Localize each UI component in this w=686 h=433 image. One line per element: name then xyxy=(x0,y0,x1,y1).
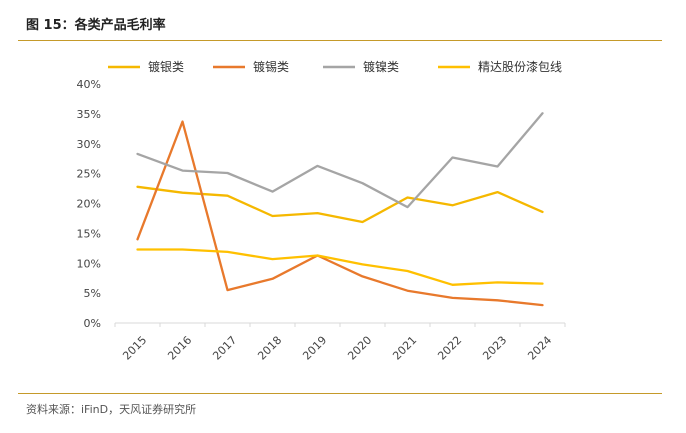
x-tick-label: 2023 xyxy=(480,334,509,363)
y-tick-label: 0% xyxy=(84,317,101,330)
x-tick-label: 2019 xyxy=(300,334,329,363)
legend-label: 镀银类 xyxy=(148,60,184,74)
y-tick-label: 5% xyxy=(84,287,101,300)
x-tick-label: 2022 xyxy=(435,334,464,363)
x-tick-label: 2021 xyxy=(390,334,419,363)
top-rule xyxy=(18,40,662,41)
y-tick-label: 10% xyxy=(77,257,101,270)
x-tick-label: 2024 xyxy=(525,334,554,363)
x-tick-label: 2017 xyxy=(210,334,239,363)
figure-source: 资料来源：iFinD，天风证券研究所 xyxy=(26,403,197,416)
series-line-2 xyxy=(136,112,544,209)
y-tick-label: 30% xyxy=(77,138,101,151)
y-tick-label: 40% xyxy=(77,78,101,91)
legend-label: 精达股份漆包线 xyxy=(478,60,562,74)
y-tick-label: 15% xyxy=(77,227,101,240)
series-line-1 xyxy=(136,120,544,307)
x-tick-label: 2020 xyxy=(345,334,374,363)
series-line-0 xyxy=(136,185,544,224)
y-tick-label: 25% xyxy=(77,168,101,181)
y-tick-label: 35% xyxy=(77,108,101,121)
legend-label: 镀锡类 xyxy=(253,59,289,74)
bottom-rule xyxy=(18,393,662,394)
y-tick-label: 20% xyxy=(77,198,101,211)
x-tick-label: 2016 xyxy=(165,334,194,363)
y-axis: 0% 5% 10% 15% 20% 25% 30% 35% 40% xyxy=(77,78,101,330)
series-lines xyxy=(136,112,544,307)
series-line-3 xyxy=(136,248,544,286)
x-tick-label: 2018 xyxy=(255,334,284,363)
figure-title: 图 15：各类产品毛利率 xyxy=(26,18,166,33)
x-tick-label: 2015 xyxy=(120,334,149,363)
x-axis: 2015 2016 2017 2018 2019 2020 2021 2022 2023 2024 xyxy=(114,322,566,363)
legend: 镀银类 镀锡类 镀镍类 精达股份漆包线 xyxy=(108,59,562,74)
legend-label: 镀镍类 xyxy=(363,60,399,74)
